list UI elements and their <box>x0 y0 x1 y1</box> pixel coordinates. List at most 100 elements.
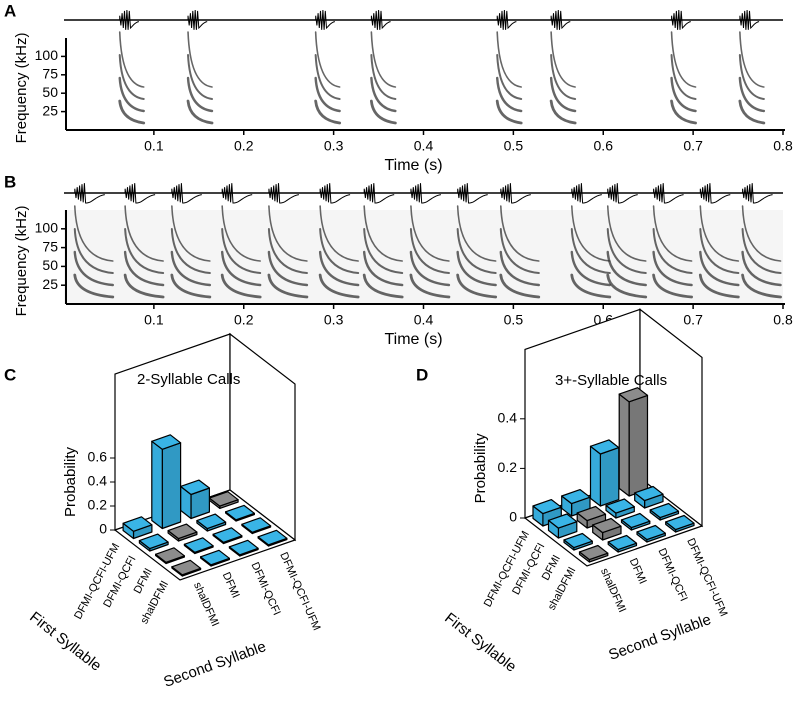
harmonic <box>499 273 541 299</box>
bar <box>208 491 239 509</box>
x-tick-label: 0.4 <box>414 312 434 328</box>
harmonic <box>738 99 766 125</box>
harmonic <box>699 205 740 262</box>
x-axis-label: Time (s) <box>384 331 442 348</box>
waveform-burst <box>500 183 531 204</box>
x-tick-label: 0.2 <box>234 312 254 328</box>
bar <box>167 523 198 542</box>
call <box>495 9 523 125</box>
bar-top <box>618 387 649 403</box>
bar <box>563 532 593 551</box>
call <box>456 183 498 299</box>
y-tick-label: 100 <box>35 220 59 236</box>
harmonic <box>318 250 360 287</box>
harmonic <box>409 250 451 287</box>
bar-top <box>257 529 288 546</box>
harmonic <box>118 99 146 125</box>
harmonic <box>652 273 693 299</box>
harmonic <box>570 250 611 287</box>
col-label: DFMI-QCFI <box>248 561 282 618</box>
call <box>369 9 397 125</box>
col-axis-label: Second Syllable <box>161 638 268 691</box>
harmonic <box>496 31 522 88</box>
waveform-burst <box>496 9 517 30</box>
x-tick-label: 0.7 <box>683 312 703 328</box>
bar <box>636 524 666 543</box>
bar-top <box>151 434 182 450</box>
bar-top <box>167 523 198 540</box>
z-tick-label: 0.4 <box>88 473 108 489</box>
call <box>738 9 766 125</box>
harmonic <box>221 228 262 274</box>
call <box>186 9 214 125</box>
harmonic <box>699 228 740 274</box>
bar-top <box>607 534 638 551</box>
x-axis-label: Time (s) <box>384 157 442 174</box>
harmonic <box>606 205 647 262</box>
x-tick-label: 0.1 <box>144 138 164 154</box>
bar-front-face <box>628 394 649 497</box>
col-axis-label: Second Syllable <box>606 611 713 664</box>
harmonic <box>456 205 497 262</box>
bar-top <box>592 517 622 534</box>
harmonic <box>495 76 523 113</box>
waveform-burst <box>699 183 731 204</box>
bar <box>151 434 182 530</box>
waveform-burst <box>739 9 760 30</box>
waveform-burst <box>268 183 300 204</box>
bar-top <box>547 513 578 529</box>
y-axis-label: Frequency (kHz) <box>13 33 30 144</box>
x-tick-label: 0.3 <box>324 312 344 328</box>
harmonic <box>363 205 403 262</box>
bar <box>228 539 259 557</box>
x-tick-label: 0.8 <box>773 138 793 154</box>
waveform-burst <box>550 9 571 30</box>
harmonic <box>739 31 765 88</box>
call <box>606 183 648 299</box>
x-tick-label: 0.1 <box>144 312 164 328</box>
bar <box>607 534 638 553</box>
harmonic <box>319 205 359 262</box>
waveform-burst <box>653 183 684 204</box>
harmonic <box>220 273 262 299</box>
call <box>549 9 577 125</box>
bar-top <box>155 547 185 563</box>
call <box>741 183 782 299</box>
bar-top <box>241 517 272 533</box>
spectrogram-background <box>64 38 783 130</box>
harmonic <box>124 228 165 274</box>
harmonic <box>267 273 309 299</box>
harmonic <box>550 54 577 100</box>
call <box>499 183 541 299</box>
row-axis-label: First Syllable <box>26 608 104 674</box>
bar-side-face <box>618 393 630 497</box>
y-tick-label: 75 <box>42 238 58 254</box>
harmonic <box>741 205 782 262</box>
bar <box>183 537 214 555</box>
harmonic <box>362 273 404 299</box>
call <box>267 183 309 299</box>
bar-top <box>228 539 259 556</box>
harmonic <box>370 54 397 100</box>
bar <box>171 559 202 577</box>
harmonic <box>73 250 114 287</box>
z-tick-label: 0.4 <box>498 410 518 426</box>
harmonic <box>550 31 576 88</box>
bar-top <box>563 532 593 549</box>
waveform-burst <box>74 183 105 204</box>
col-label: DFMI-QCFI-UFM <box>684 537 729 619</box>
waveform-burst <box>671 9 691 30</box>
chart-title: 3+-Syllable Calls <box>555 372 667 389</box>
waveform-burst <box>457 183 488 204</box>
z-axis-label: Probability <box>472 433 489 504</box>
bar-top <box>636 524 666 541</box>
waveform-burst <box>221 183 253 204</box>
harmonic <box>410 205 450 262</box>
harmonic <box>670 31 697 88</box>
harmonic <box>221 205 261 262</box>
harmonic <box>738 76 766 113</box>
bar-top <box>171 559 202 576</box>
harmonic <box>570 228 611 274</box>
bar <box>196 513 227 532</box>
